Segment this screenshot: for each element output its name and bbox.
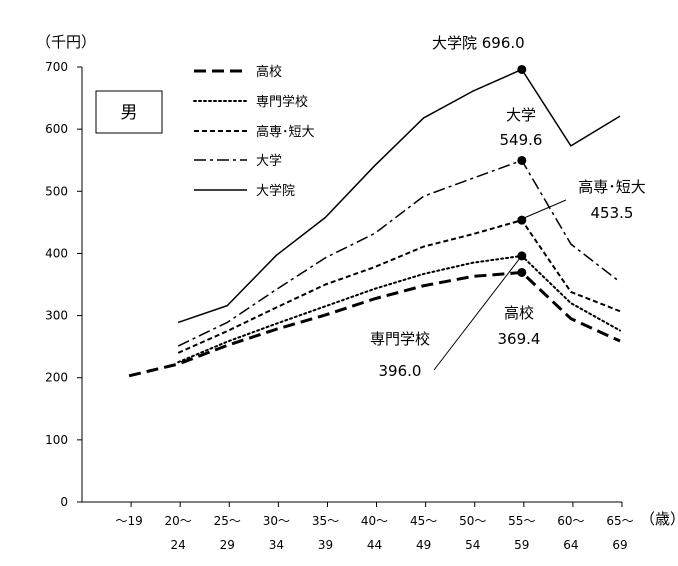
x-tick-label-second-line: 54 — [465, 538, 480, 552]
y-tick-label: 300 — [45, 309, 68, 323]
axes — [81, 67, 622, 503]
annotations: 大学院 696.0 大学 549.6 高専･短大 453.5 高校 369.4 専門学校 396… — [370, 34, 646, 380]
peak-marker-kouko — [517, 267, 527, 277]
y-tick-label: 700 — [45, 60, 68, 74]
annotation-kouko: 高校 — [504, 304, 534, 322]
annotation-senmon: 396.0 — [379, 362, 422, 380]
x-tick-label: 50～ — [459, 514, 486, 528]
peak-marker-daigakuin — [517, 64, 527, 74]
y-ticks: 0 100 200 300 400 500 600 700 — [45, 60, 82, 509]
legend-label-daigakuin: 大学院 — [256, 183, 295, 199]
x-tick-label: 60～ — [557, 514, 584, 528]
x-tick-label-second-line: 24 — [171, 538, 186, 552]
series-line-senmon — [177, 254, 621, 364]
annotation-senmon: 専門学校 — [370, 330, 430, 348]
x-tick-label: 25～ — [214, 514, 241, 528]
annotation-daigakuin: 大学院 696.0 — [432, 34, 525, 52]
peak-markers — [517, 64, 527, 277]
y-tick-label: 0 — [60, 495, 68, 509]
annotation-leader-senmon — [433, 257, 521, 371]
series-line-kouko — [128, 270, 621, 378]
x-axis-unit: （歳） — [640, 510, 678, 528]
x-tick-label: 55～ — [508, 514, 535, 528]
x-tick-label-second-line: 39 — [318, 538, 333, 552]
legend-label-daigaku: 大学 — [256, 153, 282, 169]
legend-label-kousen-tandai: 高専･短大 — [256, 124, 315, 140]
gender-label: 男 — [121, 103, 138, 123]
series-lines — [128, 68, 621, 378]
series-line-daigakuin — [177, 68, 621, 324]
annotation-daigaku: 大学 — [506, 106, 536, 124]
legend-label-senmon: 専門学校 — [256, 94, 308, 110]
legend-label-kouko: 高校 — [256, 64, 282, 80]
x-tick-label: 65～ — [606, 514, 633, 528]
y-tick-label: 100 — [45, 433, 68, 447]
gender-box: 男 — [95, 90, 163, 134]
annotation-kousen-tandai: 高専･短大 — [578, 178, 646, 196]
x-ticks: ～19 20～ 24 25～ 29 30～ 34 35～ 39 40～ 44 45～ 49 50～ 54 55… — [115, 502, 634, 552]
y-tick-label: 600 — [45, 122, 68, 136]
y-tick-label: 400 — [45, 246, 68, 260]
gender-box-frame — [95, 90, 163, 134]
x-tick-label: ～19 — [115, 514, 142, 528]
x-tick-label: 20～ — [165, 514, 192, 528]
y-axis-unit: （千円） — [36, 33, 96, 51]
x-tick-label: 45～ — [410, 514, 437, 528]
x-tick-label: 30～ — [263, 514, 290, 528]
annotation-kousen-tandai: 453.5 — [591, 204, 634, 222]
y-tick-label: 500 — [45, 184, 68, 198]
annotation-leader-kousen-tandai — [523, 199, 567, 219]
annotation-daigaku: 549.6 — [500, 131, 543, 149]
x-tick-label-second-line: 64 — [563, 538, 578, 552]
x-tick-label-second-line: 34 — [269, 538, 284, 552]
x-tick-label-second-line: 44 — [367, 538, 382, 552]
peak-marker-kousen-tandai — [517, 215, 527, 225]
annotation-kouko: 369.4 — [498, 330, 541, 348]
peak-marker-daigaku — [517, 155, 527, 165]
series-line-daigaku — [177, 159, 621, 347]
x-tick-label: 40～ — [361, 514, 388, 528]
x-tick-label-second-line: 59 — [514, 538, 529, 552]
x-tick-label-second-line: 29 — [220, 538, 235, 552]
x-tick-label: 35～ — [312, 514, 339, 528]
x-tick-label-second-line: 69 — [612, 538, 627, 552]
x-tick-label-second-line: 49 — [416, 538, 431, 552]
series-line-kousen-tandai — [177, 219, 621, 354]
y-tick-label: 200 — [45, 371, 68, 385]
